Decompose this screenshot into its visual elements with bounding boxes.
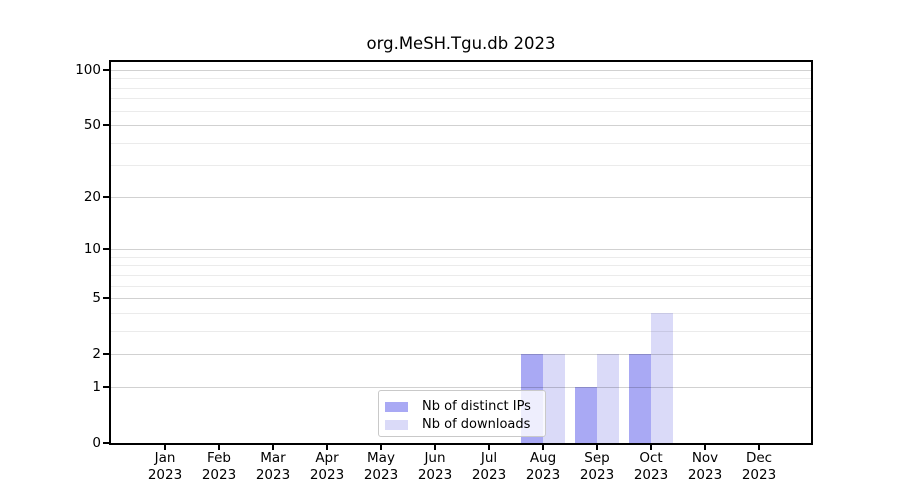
year-label: 2023	[417, 467, 453, 483]
y-axis-tick-label: 20	[83, 188, 101, 205]
gridline-major	[111, 70, 811, 71]
month-label: Sep	[584, 450, 610, 466]
month-label: Jan	[154, 450, 176, 466]
month-label: Apr	[315, 450, 339, 466]
y-axis-tick-label: 2	[92, 346, 101, 363]
x-axis-tick-label: Mar 2023	[233, 450, 313, 484]
x-axis-tick-label: Apr 2023	[287, 450, 367, 484]
gridline-major	[111, 354, 811, 356]
y-axis-tick-label: 1	[92, 378, 101, 395]
x-axis-tick	[650, 444, 652, 450]
x-axis-tick	[380, 444, 382, 450]
month-label: Feb	[207, 450, 231, 466]
y-axis-tick-label: 100	[75, 62, 101, 78]
x-axis-tick-label: Oct 2023	[611, 450, 691, 484]
year-label: 2023	[579, 467, 615, 483]
y-axis-tick-label: 50	[83, 117, 101, 134]
downloads-swatch-icon	[385, 419, 408, 430]
year-label: 2023	[471, 467, 507, 483]
y-axis-tick	[103, 248, 109, 250]
x-axis-tick-label: Jun 2023	[395, 450, 475, 484]
x-axis-tick	[326, 444, 328, 450]
x-axis-tick-label: Dec 2023	[719, 450, 799, 484]
year-label: 2023	[687, 467, 723, 483]
month-label: Mar	[260, 450, 286, 466]
chart-title: org.MeSH.Tgu.db 2023	[366, 34, 556, 53]
gridline-minor	[111, 98, 811, 100]
x-axis-tick-label: Jan 2023	[125, 450, 205, 484]
gridline-major	[111, 386, 811, 388]
year-label: 2023	[363, 467, 399, 483]
y-axis-tick	[103, 353, 109, 355]
year-label: 2023	[147, 467, 183, 483]
gridline-minor	[111, 265, 811, 267]
month-label: Aug	[529, 450, 557, 466]
x-axis-tick-label: Aug 2023	[503, 450, 583, 484]
y-axis-tick-label: 10	[83, 241, 101, 258]
gridline-minor	[111, 165, 811, 167]
gridline-major	[111, 298, 811, 300]
legend-label-downloads: Nb of downloads	[422, 417, 531, 432]
x-axis-tick	[488, 444, 490, 450]
bar-distinct-ips-sep	[575, 386, 597, 443]
x-axis-tick	[758, 444, 760, 450]
x-axis-tick	[704, 444, 706, 450]
bar-downloads-oct	[651, 312, 673, 443]
gridline-minor	[111, 330, 811, 332]
year-label: 2023	[633, 467, 669, 483]
year-label: 2023	[255, 467, 291, 483]
x-axis-tick	[542, 444, 544, 450]
y-axis-tick	[103, 297, 109, 299]
gridline-minor	[111, 78, 811, 80]
gridline-minor	[111, 312, 811, 314]
legend-row-distinct-ips: Nb of distinct IPs	[385, 398, 537, 415]
x-axis-tick	[596, 444, 598, 450]
y-axis-tick	[103, 196, 109, 198]
legend-row-downloads: Nb of downloads	[385, 416, 537, 433]
bar-distinct-ips-oct	[629, 354, 651, 443]
gridline-minor	[111, 110, 811, 112]
month-label: Nov	[691, 450, 719, 466]
x-axis-tick-label: Sep 2023	[557, 450, 637, 484]
gridline-minor	[111, 285, 811, 287]
month-label: Jul	[480, 450, 498, 466]
gridline-major	[111, 125, 811, 127]
year-label: 2023	[309, 467, 345, 483]
gridline-minor	[111, 274, 811, 276]
year-label: 2023	[741, 467, 777, 483]
y-axis-tick-label: 5	[92, 290, 101, 307]
y-axis-tick-label: 0	[92, 435, 101, 451]
x-axis-tick	[272, 444, 274, 450]
x-axis-tick	[218, 444, 220, 450]
bar-downloads-aug	[543, 354, 565, 443]
x-axis-tick	[164, 444, 166, 450]
gridline-major	[111, 249, 811, 251]
x-axis-tick-label: Nov 2023	[665, 450, 745, 484]
month-label: May	[367, 450, 395, 466]
y-axis-tick	[103, 69, 109, 71]
distinct-ips-swatch-icon	[385, 401, 408, 412]
month-label: Dec	[745, 450, 773, 466]
legend: Nb of distinct IPs Nb of downloads	[378, 390, 546, 437]
gridline-minor	[111, 142, 811, 144]
gridline-minor	[111, 87, 811, 89]
x-axis-tick	[434, 444, 436, 450]
y-axis-tick	[103, 124, 109, 127]
month-label: Oct	[639, 450, 663, 466]
plot-area	[111, 62, 811, 443]
month-label: Jun	[424, 450, 446, 466]
gridline-minor	[111, 256, 811, 258]
legend-label-distinct-ips: Nb of distinct IPs	[422, 399, 531, 414]
x-axis-tick-label: May 2023	[341, 450, 421, 484]
gridline-major	[111, 196, 811, 198]
year-label: 2023	[525, 467, 561, 483]
y-axis-tick	[103, 442, 109, 444]
x-axis-tick-label: Jul 2023	[449, 450, 529, 484]
year-label: 2023	[201, 467, 237, 483]
x-axis-tick-label: Feb 2023	[179, 450, 259, 484]
bar-downloads-sep	[597, 354, 619, 443]
y-axis-tick	[103, 386, 109, 388]
